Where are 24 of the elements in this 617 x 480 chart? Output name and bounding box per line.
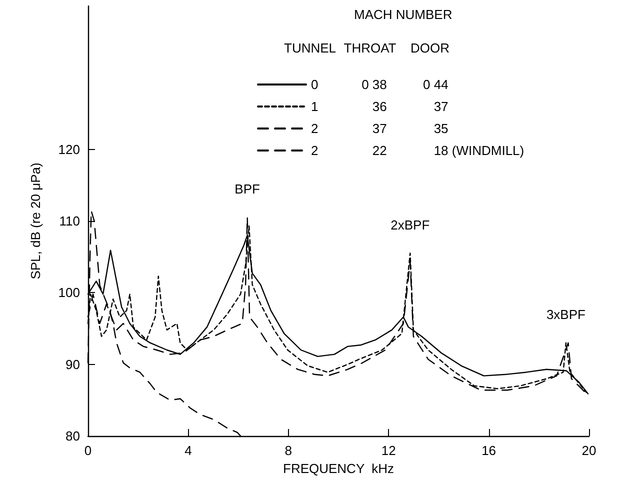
legend-label: 0 0 38 0 44 <box>311 77 448 92</box>
x-tick-label: 0 <box>84 443 92 458</box>
y-tick-label: 90 <box>66 356 80 372</box>
annotation: THROAT <box>344 40 396 56</box>
annotation: TUNNEL <box>284 40 336 56</box>
y-tick-label: 100 <box>58 285 80 300</box>
legend-title: MACH NUMBER <box>354 7 452 22</box>
x-axis-title: FREQUENCY kHz <box>283 461 394 476</box>
annotation: DOOR <box>410 40 450 56</box>
legend-label: 1 36 37 <box>311 99 448 114</box>
x-tick-label: 4 <box>184 443 192 458</box>
annotation: 3xBPF <box>546 306 586 322</box>
y-axis-title: SPL, dB (re 20 μPa) <box>28 162 43 280</box>
y-tick-label: 120 <box>58 142 80 157</box>
legend-label: 2 22 18 (WINDMILL) <box>311 143 524 158</box>
x-tick-label: 16 <box>482 443 496 458</box>
x-tick-label: 8 <box>284 443 292 458</box>
x-tick-label: 20 <box>582 443 596 458</box>
annotation: 2xBPF <box>390 217 430 232</box>
annotation: BPF <box>234 181 260 196</box>
y-tick-label: 110 <box>59 214 80 228</box>
y-tick-label: 80 <box>66 428 80 444</box>
x-tick-label: 12 <box>381 443 396 458</box>
legend-label: 2 37 35 <box>311 121 448 136</box>
